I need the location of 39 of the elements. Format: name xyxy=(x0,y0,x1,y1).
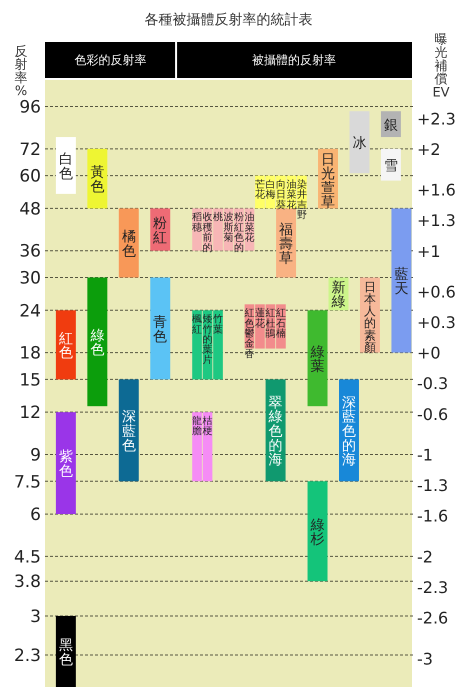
y2tick: +0 xyxy=(417,344,441,363)
ytick: 3 xyxy=(30,606,41,627)
y2tick: -1 xyxy=(417,446,433,464)
annotation: 被攝體的反射率 xyxy=(252,53,336,67)
ytick: 24 xyxy=(19,301,41,322)
ytick: 15 xyxy=(19,370,41,390)
ytick: 36 xyxy=(19,242,41,262)
y2label: 曝光補償EV xyxy=(432,32,450,100)
y2tick: +1.3 xyxy=(417,211,456,230)
y2tick: -2.6 xyxy=(417,608,448,628)
y2tick: +1 xyxy=(417,242,441,261)
y2tick: +0.6 xyxy=(417,282,456,302)
ytick: 18 xyxy=(19,344,41,364)
y2tick: +2 xyxy=(417,140,441,159)
ytick: 7.5 xyxy=(14,472,41,492)
ytick: 3.8 xyxy=(14,572,41,592)
y2tick: -2.3 xyxy=(417,578,448,597)
ytick: 48 xyxy=(19,199,41,220)
ytick: 2.3 xyxy=(14,646,41,666)
ytick: 6 xyxy=(30,505,41,526)
ytick: 60 xyxy=(19,166,41,187)
y2tick: -0.3 xyxy=(417,374,448,394)
ytick: 96 xyxy=(19,98,41,118)
y2tick: -1.6 xyxy=(417,506,448,526)
y2tick: -0.6 xyxy=(417,404,448,424)
ytick: 72 xyxy=(19,140,41,160)
ytick: 4.5 xyxy=(14,547,41,568)
y2tick: -2 xyxy=(417,547,433,566)
ytick: 9 xyxy=(30,445,41,466)
ylabel: 反射率% xyxy=(14,44,28,100)
title: 各種被攝體反射率的統計表 xyxy=(144,12,312,28)
y2tick: +2.3 xyxy=(417,109,456,128)
ytick: 12 xyxy=(19,403,41,424)
ytick: 30 xyxy=(19,268,41,288)
y2tick: -3 xyxy=(417,649,433,668)
y2tick: +1.6 xyxy=(417,180,456,200)
y2tick: -1.3 xyxy=(417,476,448,496)
y2tick: +0.3 xyxy=(417,313,456,332)
annotation: 色彩的反射率 xyxy=(74,53,147,67)
